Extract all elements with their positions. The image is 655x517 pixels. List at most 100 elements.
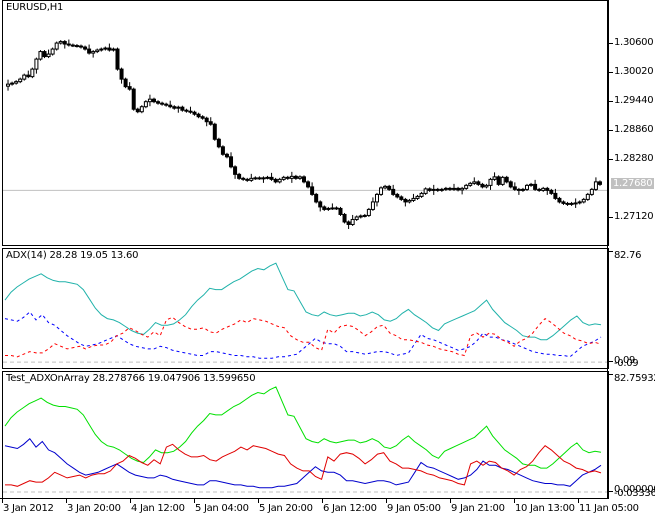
candle: [484, 183, 489, 189]
candle: [447, 186, 452, 191]
candle: [172, 105, 177, 110]
candle: [261, 176, 266, 183]
candle: [95, 48, 100, 54]
candle: [54, 41, 59, 51]
test-adx-pane[interactable]: Test_ADXOnArray 28.278766 19.047906 13.5…: [2, 371, 609, 499]
candle: [395, 192, 400, 199]
candle: [577, 200, 582, 205]
candle: [188, 106, 193, 114]
time-xtick-label: 11 Jan 05:00: [579, 503, 639, 514]
price-ytick: [608, 217, 613, 219]
candle: [403, 197, 408, 207]
candle: [233, 165, 238, 179]
candle: [464, 183, 469, 190]
candle: [180, 105, 185, 112]
adx-pane[interactable]: ADX(14) 28.28 19.05 13.60: [2, 248, 609, 369]
candle: [151, 97, 156, 104]
candle: [318, 200, 323, 212]
candle: [488, 177, 493, 190]
candle: [249, 173, 254, 182]
candle: [468, 181, 473, 187]
candle: [237, 172, 242, 180]
candle: [285, 175, 290, 180]
candle: [460, 186, 465, 195]
candle: [87, 44, 92, 55]
di-line: [5, 316, 602, 358]
candle: [431, 184, 436, 195]
candle: [541, 186, 546, 192]
adx-plot: [3, 262, 608, 363]
time-xtick-label: 3 Jan 2012: [3, 503, 54, 514]
candle: [192, 110, 197, 116]
candle: [545, 186, 550, 195]
price-ytick-label: 1.30600: [614, 37, 654, 49]
candle: [18, 77, 23, 84]
time-xtick: [450, 498, 451, 503]
time-xtick: [66, 498, 67, 503]
candle: [127, 82, 132, 91]
candle: [156, 100, 161, 105]
candle: [293, 174, 298, 180]
candle: [496, 175, 501, 186]
time-xtick: [578, 498, 579, 503]
candle: [310, 182, 315, 196]
adx-line: [4, 262, 602, 341]
candle: [139, 105, 144, 114]
candle: [443, 186, 448, 191]
candle: [229, 152, 234, 169]
candle: [184, 108, 189, 113]
candle: [143, 100, 148, 109]
time-xtick-label: 3 Jan 20:00: [67, 503, 121, 514]
candle: [200, 115, 205, 120]
candle: [581, 197, 586, 204]
di-line: [5, 443, 602, 487]
candle: [439, 187, 444, 192]
candle: [216, 137, 221, 149]
candle: [314, 192, 319, 204]
time-xtick-label: 5 Jan 04:00: [195, 503, 249, 514]
candle: [354, 215, 359, 221]
candle: [492, 172, 497, 181]
time-xtick-label: 10 Jan 13:00: [515, 503, 575, 514]
candle: [168, 100, 173, 109]
candle: [34, 57, 39, 74]
candle: [241, 176, 246, 181]
candle: [99, 47, 104, 52]
candle: [330, 203, 335, 210]
candle: [573, 198, 578, 208]
candle: [22, 73, 27, 81]
candle: [512, 182, 517, 191]
candle: [265, 175, 270, 180]
candle: [119, 67, 124, 84]
candle: [452, 183, 457, 191]
candle: [399, 195, 404, 201]
candle: [253, 176, 258, 180]
candle: [38, 50, 43, 61]
candle: [585, 192, 590, 201]
candle: [131, 87, 136, 111]
x-axis-line: [0, 498, 608, 499]
candle: [208, 117, 213, 126]
candle: [379, 186, 384, 196]
test-ymin-label: 0.000000: [614, 484, 655, 495]
candle: [66, 39, 71, 47]
candle: [338, 206, 343, 216]
price-pane[interactable]: EURUSD,H1: [2, 0, 609, 246]
candle: [70, 43, 75, 48]
test-adx-pane-title: Test_ADXOnArray 28.278766 19.047906 13.5…: [6, 373, 256, 384]
time-xtick-label: 5 Jan 20:00: [259, 503, 313, 514]
candle: [135, 107, 140, 114]
candle: [212, 122, 217, 141]
candle: [224, 152, 229, 159]
candle: [476, 180, 481, 186]
time-xtick-label: 4 Jan 12:00: [131, 503, 185, 514]
adx-ymin-overlap-label: -0.09: [614, 358, 639, 369]
candle: [370, 197, 375, 211]
candle: [569, 201, 574, 206]
candle: [26, 70, 31, 79]
candle: [407, 198, 412, 204]
candle: [46, 49, 51, 59]
time-xtick-label: 9 Jan 21:00: [451, 503, 505, 514]
candle: [553, 188, 558, 200]
